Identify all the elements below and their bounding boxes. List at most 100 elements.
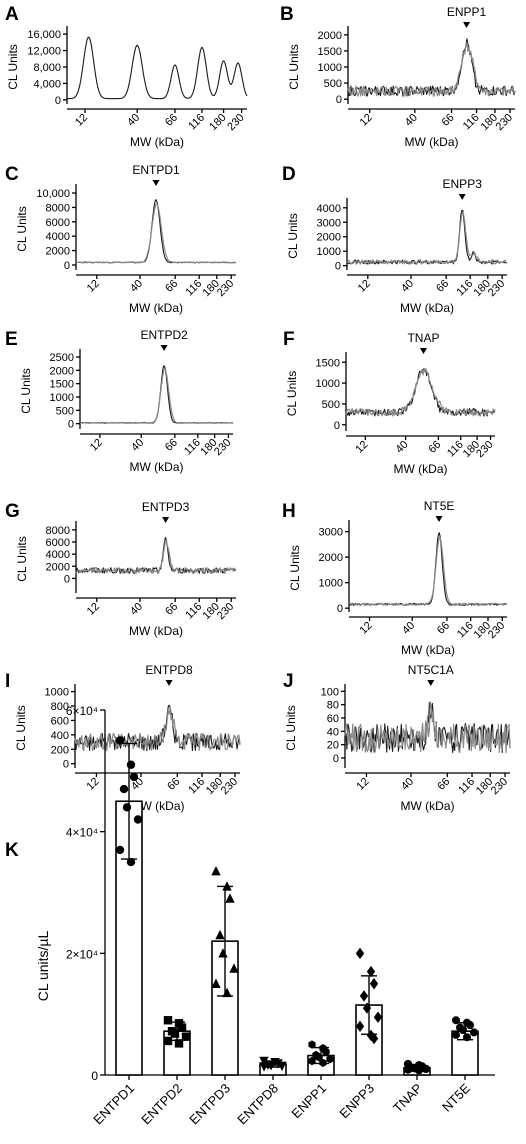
x-tick-label-entpd2: ENTPD2 <box>138 1081 185 1128</box>
y-tick-label-d: 1000 <box>317 246 341 258</box>
x-tick-label-e: 12 <box>88 437 105 454</box>
panel-label-a: A <box>5 4 19 25</box>
peak-marker-f <box>419 348 427 354</box>
data-point-nt5e <box>463 1033 471 1042</box>
y-axis-title-i: CL Units <box>14 705 28 751</box>
x-axis-title-a: MW (kDa) <box>130 135 184 149</box>
data-point-enpp3 <box>373 1011 383 1023</box>
x-tick-label-i: 12 <box>84 776 101 793</box>
data-point-enpp1 <box>315 1053 323 1062</box>
data-point-nt5e <box>452 1016 460 1025</box>
data-point-enpp3 <box>362 1002 372 1014</box>
x-tick-label-j: 116 <box>456 776 477 797</box>
y-tick-label-i: 1000 <box>45 687 69 699</box>
data-point-entpd3 <box>222 881 232 891</box>
data-point-entpd8 <box>277 1061 287 1072</box>
chart-title-f: TNAP <box>407 331 439 345</box>
y-tick-label-c: 4000 <box>46 231 70 243</box>
series-line-d-1 <box>346 209 508 265</box>
x-tick-label-e: 230 <box>212 437 233 458</box>
series-line-b-2 <box>347 42 516 97</box>
panel-label-d: D <box>282 164 296 185</box>
y-axis-title-j: CL Units <box>284 705 298 751</box>
x-tick-label-h: 12 <box>358 620 375 637</box>
x-axis-title-h: MW (kDa) <box>401 643 455 657</box>
data-point-entpd2 <box>177 1023 187 1032</box>
data-point-tnap <box>421 1064 431 1074</box>
panel-label-i: I <box>5 671 10 692</box>
y-tick-label-k: 4×10⁴ <box>66 826 98 840</box>
series-line-j-2 <box>344 701 511 754</box>
y-tick-label-k: 6×10⁴ <box>66 704 98 718</box>
y-axis-title-k: CL units/µL <box>35 931 51 1002</box>
y-axis-title-h: CL Units <box>288 545 302 591</box>
data-point-enpp3 <box>369 1032 379 1045</box>
data-point-entpd8 <box>259 1062 269 1072</box>
peak-marker-b <box>463 22 471 28</box>
y-tick-label-f: 0 <box>334 420 340 432</box>
series-line-b-1 <box>347 38 516 97</box>
y-tick-label-b: 0 <box>336 94 342 106</box>
x-tick-label-j: 66 <box>435 776 452 793</box>
x-axis-title-d: MW (kDa) <box>400 301 454 315</box>
y-tick-label-e: 1500 <box>50 379 74 391</box>
series-line-i-2 <box>74 707 241 752</box>
chart-title-d: ENPP3 <box>443 177 483 191</box>
y-tick-label-b: 500 <box>324 78 342 90</box>
data-point-enpp1 <box>326 1054 334 1064</box>
panel-label-g: G <box>5 501 20 522</box>
data-point-enpp3 <box>359 990 369 1002</box>
x-tick-label-f: 66 <box>426 439 443 456</box>
x-tick-label-a: 12 <box>73 112 90 129</box>
data-point-entpd3 <box>218 948 228 958</box>
x-tick-label-i: 66 <box>165 776 182 793</box>
y-tick-label-d: 2000 <box>317 232 341 244</box>
y-tick-label-g: 6000 <box>46 537 70 549</box>
y-tick-label-c: 10,000 <box>36 188 70 200</box>
y-tick-label-d: 0 <box>335 261 341 273</box>
x-axis-title-b: MW (kDa) <box>405 135 459 149</box>
y-tick-label-i: 800 <box>51 701 69 713</box>
x-tick-label-c: 230 <box>215 278 236 299</box>
y-tick-label-j: 100 <box>321 686 339 698</box>
y-tick-label-e: 2000 <box>50 365 74 377</box>
x-tick-label-a: 230 <box>225 112 246 133</box>
data-point-entpd2 <box>163 1036 173 1046</box>
data-point-entpd1 <box>122 803 132 812</box>
peak-marker-e <box>160 345 168 351</box>
y-axis-title-e: CL Units <box>19 368 33 414</box>
panel-label-e: E <box>5 329 18 350</box>
series-line-f-2 <box>345 368 496 417</box>
data-point-nt5e <box>452 1030 460 1039</box>
data-point-enpp3 <box>369 978 379 990</box>
data-point-entpd8 <box>266 1061 276 1071</box>
data-point-entpd2 <box>181 1032 191 1041</box>
panel-label-j: J <box>283 671 294 692</box>
data-point-entpd2 <box>163 1016 173 1025</box>
peak-marker-h <box>435 516 443 522</box>
x-tick-label-a: 40 <box>125 112 142 129</box>
y-axis-title-c: CL Units <box>15 206 29 252</box>
data-point-enpp3 <box>366 965 376 978</box>
y-tick-label-d: 4000 <box>317 203 341 215</box>
peak-marker-d <box>458 194 466 200</box>
chart-title-b: ENPP1 <box>447 5 487 19</box>
y-tick-label-d: 3000 <box>317 217 341 229</box>
peak-marker-c <box>152 180 160 186</box>
chart-title-h: NT5E <box>424 499 455 513</box>
y-tick-label-i: 400 <box>51 730 69 742</box>
y-tick-label-b: 1500 <box>318 46 342 58</box>
data-point-enpp1 <box>308 1056 316 1066</box>
x-tick-label-g: 230 <box>215 601 236 622</box>
x-tick-label-enpp1: ENPP1 <box>288 1081 329 1122</box>
y-tick-label-f: 1500 <box>316 357 340 369</box>
y-tick-label-g: 4000 <box>46 549 70 561</box>
y-axis-title-f: CL Units <box>285 371 299 417</box>
x-tick-label-d: 116 <box>454 278 475 299</box>
x-axis-title-g: MW (kDa) <box>129 624 183 638</box>
series-line-g-2 <box>75 539 237 574</box>
data-point-nt5e <box>459 1026 467 1034</box>
series-line-e-1 <box>79 365 234 424</box>
series-line-c-2 <box>75 203 237 264</box>
data-point-entpd3 <box>222 987 232 998</box>
